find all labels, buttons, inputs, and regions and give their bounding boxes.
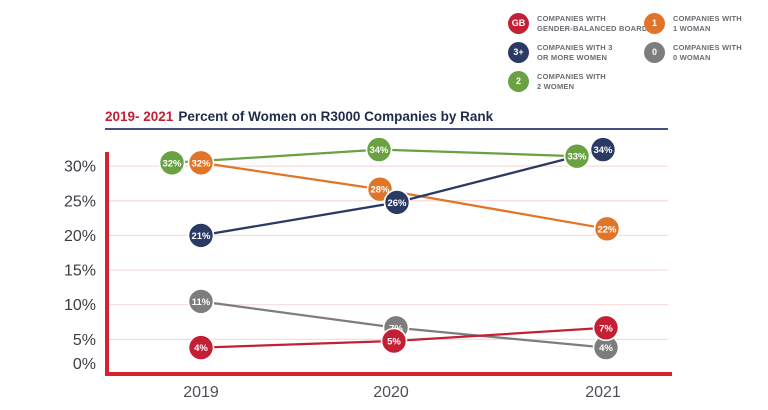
legend-item-three-plus: 3+ COMPANIES WITH 3 OR MORE WOMEN bbox=[508, 42, 613, 63]
chart-title: 2019- 2021 Percent of Women on R3000 Comp… bbox=[105, 109, 493, 124]
data-point-two_women-2021 bbox=[563, 142, 591, 170]
legend-item-zero-women: 0 COMPANIES WITH 0 WOMAN bbox=[644, 42, 742, 63]
legend-badge-1: 1 bbox=[644, 13, 665, 34]
data-point-three_plus-2020 bbox=[383, 189, 411, 216]
data-point-label: 33% bbox=[567, 152, 587, 163]
data-point-zero_women-2019 bbox=[187, 288, 215, 315]
x-axis bbox=[105, 372, 672, 376]
data-point-label: 32% bbox=[162, 158, 182, 169]
x-tick-label: 2020 bbox=[373, 384, 409, 401]
data-point-label: 34% bbox=[593, 145, 613, 156]
data-point-two_women-2019 bbox=[158, 149, 186, 177]
y-tick-label: 20% bbox=[64, 228, 96, 245]
legend-badge-gb: GB bbox=[508, 13, 529, 34]
legend-label: COMPANIES WITH GENDER-BALANCED BOARDS bbox=[537, 14, 653, 33]
data-point-label: 4% bbox=[599, 343, 613, 354]
data-point-label: 4% bbox=[194, 343, 208, 354]
legend-label: COMPANIES WITH 0 WOMAN bbox=[673, 43, 742, 62]
data-point-gender_balanced-2021 bbox=[592, 314, 620, 342]
y-tick-label: 30% bbox=[64, 159, 96, 176]
data-point-label: 11% bbox=[192, 297, 211, 308]
data-point-label: 22% bbox=[597, 224, 617, 235]
y-axis bbox=[105, 152, 109, 376]
data-point-label: 26% bbox=[387, 198, 407, 209]
legend-label: COMPANIES WITH 3 OR MORE WOMEN bbox=[537, 43, 613, 62]
data-point-label: 7% bbox=[599, 323, 613, 334]
y-tick-label: 10% bbox=[64, 297, 96, 314]
data-point-label: 32% bbox=[191, 158, 211, 169]
legend-item-two-women: 2 COMPANIES WITH 2 WOMEN bbox=[508, 71, 606, 92]
y-tick-label: 15% bbox=[64, 263, 96, 280]
data-point-gender_balanced-2019 bbox=[187, 334, 215, 361]
legend-label: COMPANIES WITH 2 WOMEN bbox=[537, 72, 606, 91]
data-point-three_plus-2019 bbox=[187, 222, 215, 249]
legend-badge-0: 0 bbox=[644, 42, 665, 63]
title-underline bbox=[105, 128, 668, 130]
data-point-label: 28% bbox=[370, 185, 390, 196]
data-point-label: 21% bbox=[191, 231, 211, 242]
legend-badge-2: 2 bbox=[508, 71, 529, 92]
legend-badge-3plus: 3+ bbox=[508, 42, 529, 63]
data-point-label: 5% bbox=[387, 337, 401, 348]
data-point-gender_balanced-2020 bbox=[380, 327, 408, 355]
data-point-one_woman-2019 bbox=[187, 149, 215, 177]
x-tick-label: 2021 bbox=[585, 384, 621, 401]
chart-title-text: Percent of Women on R3000 Companies by R… bbox=[178, 109, 494, 124]
chart-legend: GB COMPANIES WITH GENDER-BALANCED BOARDS… bbox=[0, 0, 768, 100]
data-point-two_women-2020 bbox=[365, 136, 393, 163]
legend-item-one-woman: 1 COMPANIES WITH 1 WOMAN bbox=[644, 13, 742, 34]
legend-label: COMPANIES WITH 1 WOMAN bbox=[673, 14, 742, 33]
chart-title-range: 2019- 2021 bbox=[105, 109, 174, 124]
y-tick-label: 25% bbox=[64, 193, 96, 210]
data-point-three_plus-2021 bbox=[589, 136, 617, 163]
data-point-one_woman-2021 bbox=[593, 215, 621, 243]
y-tick-label: 0% bbox=[73, 356, 96, 373]
data-point-label: 34% bbox=[369, 145, 389, 156]
legend-item-gender-balanced: GB COMPANIES WITH GENDER-BALANCED BOARDS bbox=[508, 13, 653, 34]
x-tick-label: 2019 bbox=[183, 384, 219, 401]
y-tick-label: 5% bbox=[73, 332, 96, 349]
